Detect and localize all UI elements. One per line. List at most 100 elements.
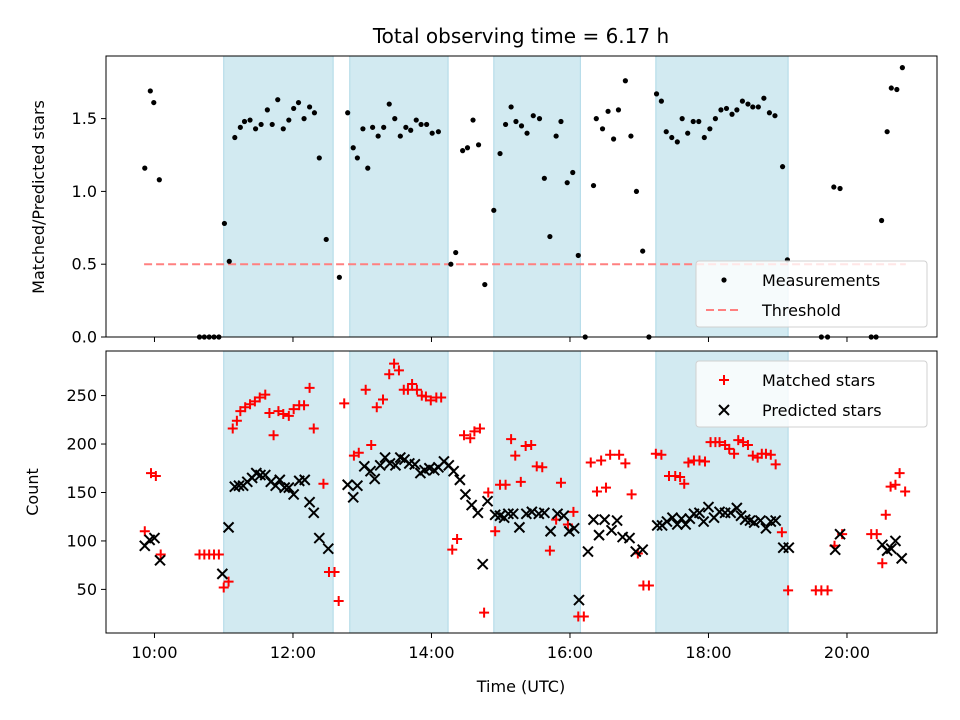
legend-box <box>695 360 928 428</box>
data-point <box>151 99 157 106</box>
data-point <box>880 509 891 520</box>
y-tick-label: 0.0 <box>72 328 97 347</box>
data-point <box>318 478 329 489</box>
data-point <box>142 165 148 171</box>
data-point <box>502 121 509 128</box>
data-point <box>247 117 253 123</box>
data-point <box>286 117 292 123</box>
data-point <box>223 576 234 587</box>
legend-swatch <box>718 404 730 416</box>
data-point <box>491 207 497 213</box>
data-point <box>712 116 719 122</box>
data-point <box>418 121 424 128</box>
data-point <box>508 104 514 110</box>
data-point <box>226 258 232 264</box>
data-point <box>675 471 686 482</box>
data-point <box>879 217 885 224</box>
bottom-legend: Matched stars Predicted stars <box>695 360 928 428</box>
data-point <box>500 479 511 490</box>
data-point <box>683 457 694 468</box>
top-panel: 0.0 0.5 1.0 1.5 Measurements Threshold <box>72 55 938 347</box>
legend-label: Measurements <box>762 271 880 290</box>
data-point <box>389 358 400 369</box>
data-point <box>407 378 418 389</box>
data-point <box>254 469 267 481</box>
data-point <box>611 136 617 142</box>
data-point <box>693 507 706 519</box>
y-tick-label: 100 <box>66 531 97 550</box>
data-point <box>518 123 525 129</box>
data-point <box>308 507 320 519</box>
data-point <box>643 580 654 591</box>
data-point <box>564 180 570 186</box>
data-point <box>707 126 713 132</box>
data-point <box>381 124 387 130</box>
data-point <box>889 535 902 547</box>
data-point <box>222 521 235 534</box>
data-point <box>605 524 618 536</box>
x-tick-label: 20:00 <box>824 643 870 662</box>
data-point <box>526 440 537 450</box>
legend-label: Threshold <box>761 301 841 320</box>
x-axis-label: Time (UTC) <box>476 677 565 696</box>
top-legend: Measurements Threshold <box>695 260 928 328</box>
data-point <box>769 514 782 527</box>
data-point <box>452 534 463 544</box>
data-point <box>213 549 224 560</box>
data-point <box>333 596 344 607</box>
data-point <box>651 519 663 532</box>
data-point <box>747 450 758 461</box>
data-point <box>465 499 478 511</box>
data-point <box>742 440 753 450</box>
data-point <box>626 489 637 500</box>
plot-layer: 0.0 0.5 1.0 1.5 Measurements Threshold 50 100 15… <box>66 55 938 662</box>
data-point <box>299 400 310 411</box>
data-point <box>299 474 311 486</box>
data-point <box>275 97 281 103</box>
data-point <box>568 506 579 517</box>
data-point <box>551 508 564 520</box>
data-point <box>316 155 322 161</box>
data-point <box>541 175 547 181</box>
x-tick-label: 12:00 <box>270 643 316 662</box>
data-point <box>258 121 264 128</box>
data-point <box>424 121 430 128</box>
data-point <box>526 506 538 518</box>
data-point <box>587 513 600 526</box>
data-point <box>365 165 371 171</box>
data-point <box>718 107 724 113</box>
data-point <box>278 481 291 494</box>
data-point <box>364 465 377 477</box>
data-point <box>837 529 848 540</box>
data-point <box>389 459 402 472</box>
data-point <box>544 545 555 556</box>
data-point <box>723 105 730 112</box>
top-y-axis-label: Matched/Predicted stars <box>29 100 48 294</box>
bottom-panel: 50 100 150 200 250 10:00 12:00 14:00 16:00 18:00 2… <box>66 350 938 662</box>
data-point <box>375 133 381 139</box>
data-point <box>507 508 519 520</box>
data-point <box>227 423 238 434</box>
data-point <box>288 404 299 415</box>
data-point <box>755 104 761 110</box>
data-point <box>351 479 364 492</box>
data-point <box>731 502 743 514</box>
data-point <box>469 426 480 437</box>
data-point <box>558 118 564 125</box>
data-point <box>347 491 359 504</box>
data-point <box>274 474 286 486</box>
data-point <box>384 369 395 380</box>
data-point <box>278 408 289 419</box>
data-point <box>538 507 551 519</box>
data-point <box>459 488 472 501</box>
data-point <box>237 124 243 130</box>
y-tick-label: 200 <box>66 435 97 454</box>
data-point <box>308 423 319 434</box>
data-point <box>690 118 696 125</box>
data-point <box>465 433 476 444</box>
data-point <box>233 479 245 492</box>
data-point <box>656 449 667 460</box>
data-point <box>460 148 466 154</box>
data-point <box>714 437 725 448</box>
data-point <box>899 65 905 71</box>
